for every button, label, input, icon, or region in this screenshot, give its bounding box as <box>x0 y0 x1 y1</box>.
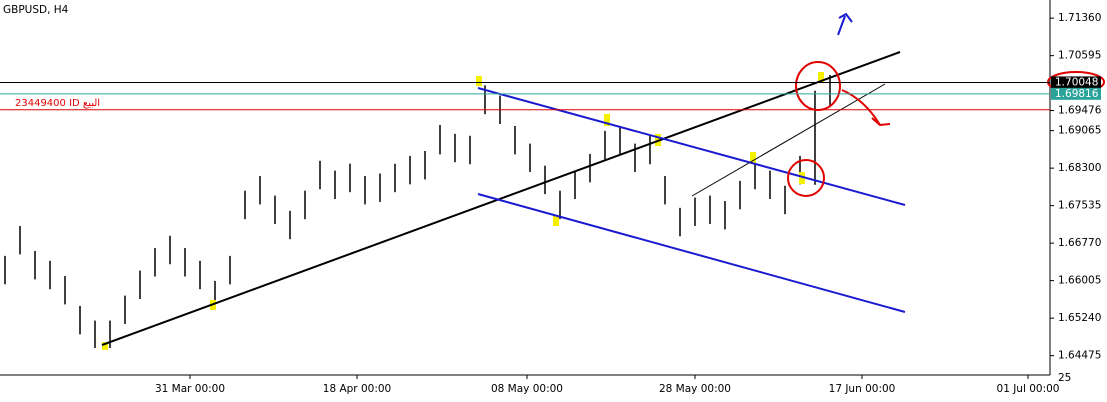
y-tick-label: 1.67535 <box>1058 200 1101 212</box>
y-tick-label: 1.69065 <box>1058 125 1101 137</box>
x-tick-label: 28 May 00:00 <box>659 383 731 395</box>
y-tick-label: 1.66770 <box>1058 237 1101 249</box>
y-tick-label: 1.66005 <box>1058 275 1101 287</box>
y-tick-label: 1.68300 <box>1058 162 1101 174</box>
x-tick-label: 17 Jun 00:00 <box>829 383 896 395</box>
y-tick-label: 1.71360 <box>1058 12 1101 24</box>
y-tick-label: 1.65240 <box>1058 312 1101 324</box>
price-tag <box>1051 76 1101 89</box>
x-tick-label: 08 May 00:00 <box>491 383 563 395</box>
price-tag-label: 1.69816 <box>1055 88 1099 100</box>
x-tick-label: 01 Jul 00:00 <box>997 383 1060 395</box>
order-label: 23449400 ID البيع <box>15 98 100 109</box>
x-tick-label: 31 Mar 00:00 <box>155 383 225 395</box>
y-tick-label: 1.70595 <box>1058 50 1101 62</box>
corner-label: 25 <box>1058 372 1071 384</box>
price-tag-label: 1.70048 <box>1055 76 1098 88</box>
y-tick-label: 1.69476 <box>1058 104 1102 116</box>
chart-title: GBPUSD, H4 <box>3 4 69 16</box>
x-tick-label: 18 Apr 00:00 <box>323 383 391 395</box>
price-tag <box>1051 87 1101 100</box>
y-tick-label: 1.64475 <box>1058 350 1101 362</box>
